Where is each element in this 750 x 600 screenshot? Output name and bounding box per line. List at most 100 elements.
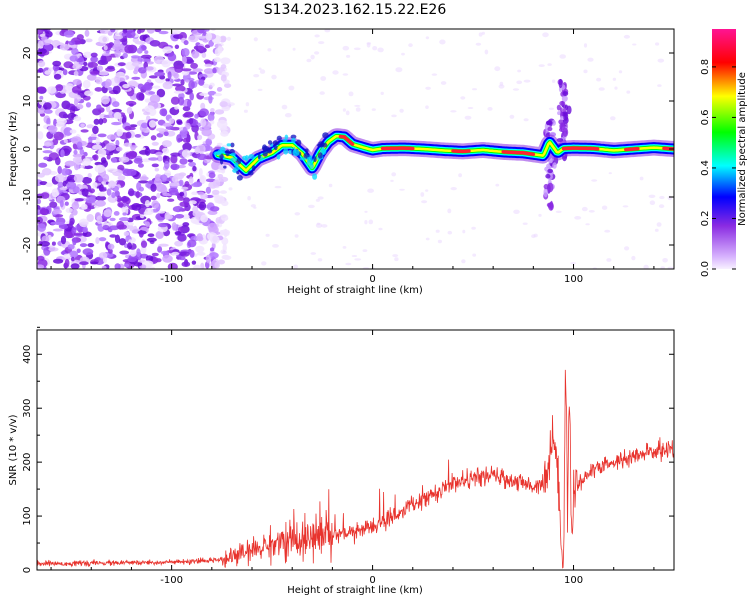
- spectrogram-noise-blob: [95, 195, 107, 201]
- spectrogram-faint-blob: [570, 262, 577, 265]
- spectrogram-y-tick-label: 20: [22, 47, 33, 60]
- spectrogram-faint-blob: [391, 172, 397, 177]
- spectrogram-faint-blob: [610, 116, 616, 121]
- spectrogram-faint-blob: [499, 81, 504, 86]
- spectrogram-noise-blob: [69, 55, 78, 62]
- spectrogram-faint-blob: [399, 188, 405, 191]
- spectrogram-noise-blob: [72, 63, 83, 70]
- spectrogram-noise-blob: [76, 141, 83, 149]
- spectrogram-noise-blob: [58, 224, 69, 229]
- spectrogram-noise-blob: [82, 248, 94, 256]
- spectrogram-noise-blob: [119, 250, 130, 255]
- spectrogram-noise-blob: [122, 212, 127, 216]
- spectrogram-faint-blob: [214, 186, 220, 189]
- spectrogram-faint-blob: [608, 172, 612, 175]
- ridge-hot-segment: [501, 150, 536, 157]
- spectrogram-noise-blob: [99, 113, 107, 120]
- ridge-speckle: [225, 149, 230, 157]
- spectrogram-faint-blob: [435, 229, 440, 233]
- spectrogram-noise-blob: [127, 256, 137, 263]
- spectrogram-noise-blob: [71, 209, 78, 216]
- spectrogram-noise-blob: [196, 35, 207, 39]
- spectrogram-noise-blob: [72, 79, 82, 85]
- spectrogram-faint-blob: [458, 173, 462, 178]
- ridge-speckle: [230, 152, 236, 157]
- ridge-hot-segment: [338, 134, 355, 146]
- spectrogram-faint-blob: [408, 43, 413, 48]
- colorbar-tick-label: 0.8: [700, 59, 711, 75]
- spectrogram-noise-blob: [39, 48, 47, 54]
- spectrogram-noise-blob: [201, 52, 207, 58]
- spectrogram-noise-blob: [165, 78, 170, 82]
- spectrogram-noise-blob: [119, 217, 130, 222]
- spectrogram-noise-blob: [187, 239, 197, 248]
- spectrogram-noise-blob: [51, 188, 59, 198]
- spectrogram-noise-blob: [72, 237, 77, 246]
- spectrogram-noise-blob: [155, 152, 163, 156]
- spectrogram-noise-blob: [47, 125, 58, 133]
- spectrogram-noise-blob: [96, 215, 103, 224]
- spectrogram-noise-blob: [200, 102, 206, 110]
- spectrogram-noise-blob: [38, 162, 48, 168]
- spectrogram-noise-blob: [48, 247, 59, 252]
- spectrogram-faint-blob: [598, 87, 605, 91]
- spectrogram-faint-blob: [531, 234, 536, 239]
- spectrogram-faint-blob: [551, 79, 556, 83]
- snr-x-axis-label: Height of straight line (km): [287, 585, 423, 596]
- spectrogram-faint-blob: [317, 258, 323, 262]
- ridge-speckle: [322, 132, 329, 139]
- spectrogram-noise-blob: [111, 192, 116, 199]
- spectrogram-noise-blob: [55, 157, 61, 166]
- spectrogram-noise-blob: [214, 57, 221, 63]
- spectrogram-faint-blob: [440, 81, 447, 85]
- spectrogram-noise-blob: [98, 118, 104, 125]
- spectrogram-ridge-layer: [209, 128, 674, 181]
- spectrogram-noise-blob: [98, 237, 107, 242]
- spectrogram-noise-blob: [59, 199, 64, 208]
- spectrogram-noise-blob: [137, 29, 142, 35]
- ridge-speckle: [306, 160, 313, 166]
- spectrogram-faint-blob: [662, 258, 668, 263]
- snr-y-tick-label: 300: [22, 399, 33, 418]
- spectrogram-faint-blob: [348, 91, 354, 97]
- spectrogram-noise-blob: [195, 245, 205, 253]
- spectrogram-noise-blob: [202, 83, 210, 89]
- spectrogram-faint-blob: [372, 46, 378, 51]
- spectrogram-noise-blob: [127, 242, 133, 250]
- spectrogram-y-tick-label: 0: [22, 146, 33, 152]
- spectrogram-noise-blob: [63, 61, 74, 69]
- spectrogram-noise-blob: [139, 214, 145, 219]
- spectrogram-noise-blob: [154, 177, 162, 187]
- spectrogram-burst-blob: [547, 168, 553, 174]
- spectrogram-noise-blob: [96, 104, 102, 110]
- spectrogram-noise-blob: [220, 130, 229, 137]
- spectrogram-faint-blob: [420, 192, 425, 197]
- spectrogram-noise-blob: [117, 202, 124, 208]
- spectrogram-faint-blob: [583, 69, 588, 74]
- spectrogram-noise-blob: [163, 131, 169, 137]
- spectrogram-faint-blob: [604, 229, 611, 233]
- spectrogram-faint-blob: [656, 222, 662, 227]
- colorbar-label: Normalized spectral amplitude: [737, 72, 748, 226]
- spectrogram-noise-blob: [172, 83, 182, 87]
- spectrogram-faint-blob: [362, 249, 368, 253]
- spectrogram-faint-blob: [355, 107, 361, 112]
- spectrogram-faint-blob: [310, 252, 317, 255]
- spectrogram-faint-blob: [284, 113, 292, 118]
- spectrogram-noise-blob: [170, 163, 180, 171]
- spectrogram-faint-blob: [585, 223, 590, 226]
- spectrogram-noise-blob: [100, 95, 110, 105]
- spectrogram-noise-blob: [116, 129, 123, 137]
- spectrogram-noise-blob: [151, 200, 160, 209]
- spectrogram-noise-blob: [62, 69, 68, 76]
- spectrogram-faint-blob: [547, 63, 552, 66]
- spectrogram-noise-blob: [63, 253, 71, 259]
- spectrogram-faint-blob: [217, 42, 224, 47]
- spectrogram-noise-blob: [86, 214, 94, 222]
- spectrogram-faint-blob: [667, 266, 674, 269]
- snr-y-tick-label: 0: [22, 567, 33, 573]
- spectrogram-noise-blob: [221, 200, 229, 207]
- spectrogram-noise-blob: [144, 221, 150, 227]
- spectrogram-faint-blob: [654, 228, 659, 232]
